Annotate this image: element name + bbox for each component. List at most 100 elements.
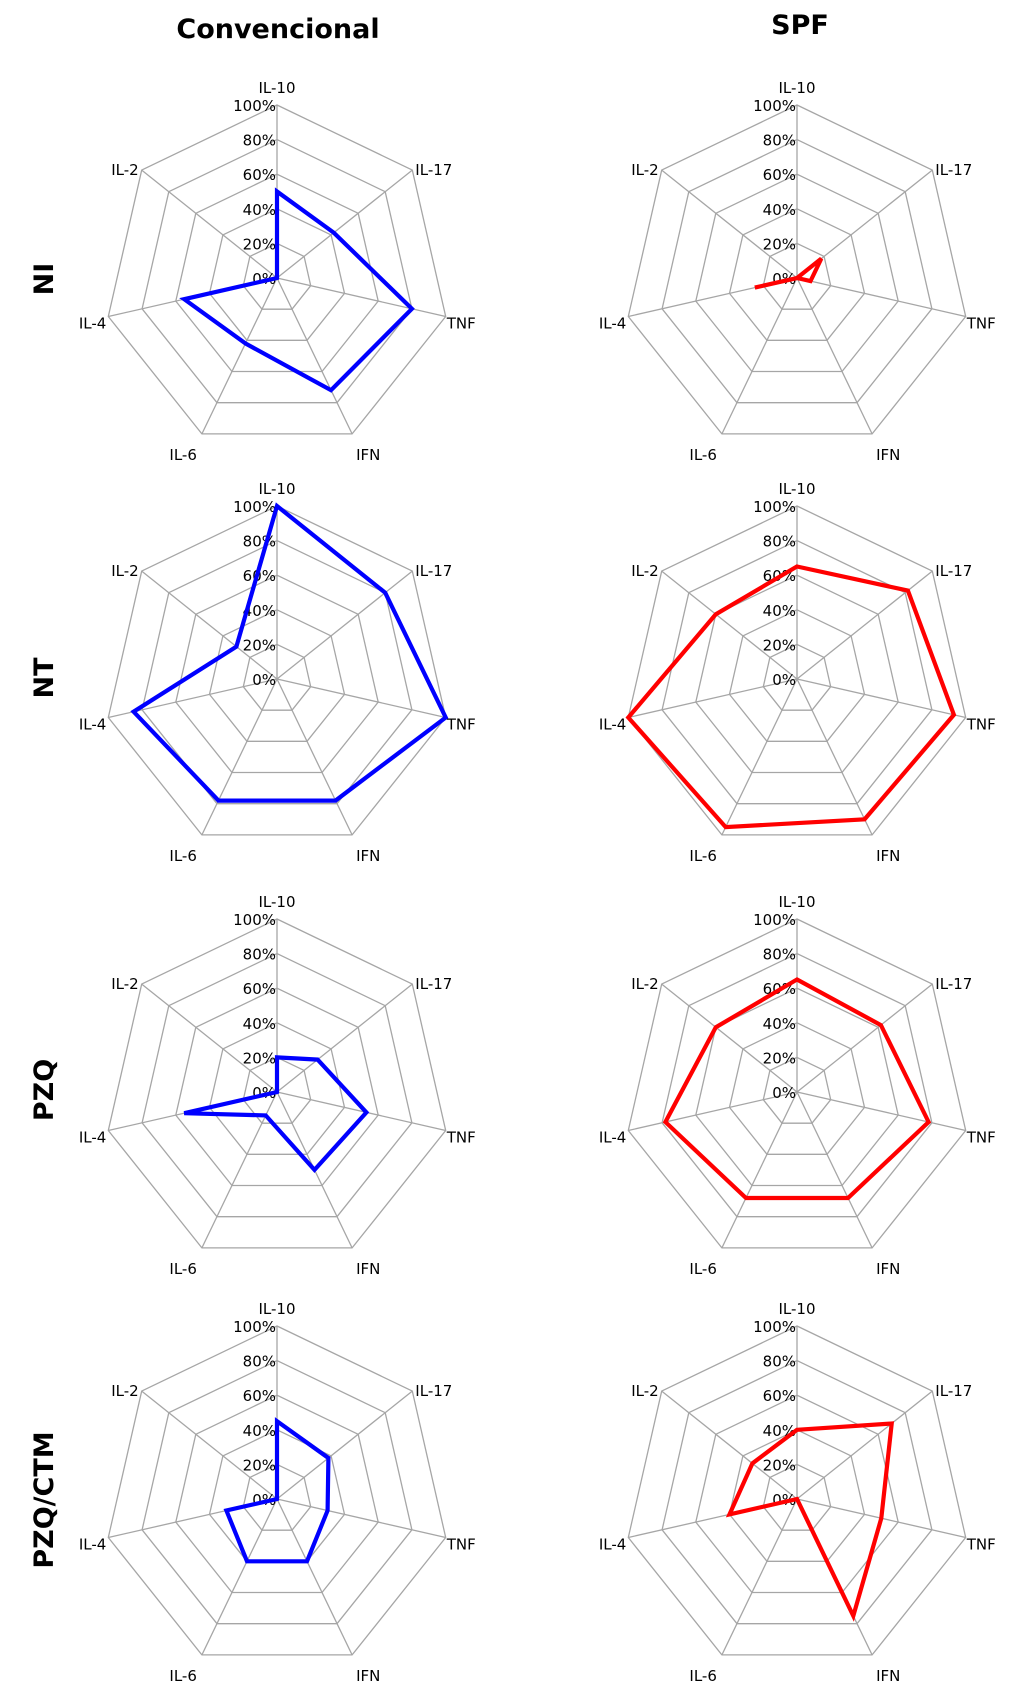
radial-tick-label: 80% <box>243 1353 276 1371</box>
axis-label-il-6: IL-6 <box>689 446 716 464</box>
radial-tick-label: 100% <box>753 498 796 516</box>
radial-tick-label: 60% <box>763 166 796 184</box>
axis-spoke <box>141 1390 278 1500</box>
grid-ring <box>695 173 899 373</box>
row-label-pzq-ctm: PZQ/CTM <box>29 1431 60 1568</box>
grid-ring <box>107 1325 447 1656</box>
axis-label-ifn: IFN <box>876 1260 900 1278</box>
axis-spoke <box>276 678 446 719</box>
radial-tick-label: 20% <box>243 1049 276 1067</box>
radial-tick-label: 100% <box>233 498 276 516</box>
grid-ring <box>141 952 413 1218</box>
axis-label-tnf: TNF <box>966 1536 996 1554</box>
axis-spoke <box>141 570 278 680</box>
grid-ring <box>762 643 832 711</box>
axis-spoke <box>796 1091 873 1249</box>
grid-ring <box>208 609 346 742</box>
radial-tick-label: 60% <box>243 980 276 998</box>
radial-tick-label: 80% <box>763 946 796 964</box>
radial-tick-label: 40% <box>763 602 796 620</box>
grid-ring <box>728 208 866 341</box>
axis-spoke <box>201 1498 278 1656</box>
grid-ring <box>627 505 967 836</box>
radial-tick-label: 20% <box>763 235 796 253</box>
axis-label-il-6: IL-6 <box>689 847 716 865</box>
radial-tick-label: 40% <box>243 602 276 620</box>
column-title-spf: SPF <box>771 10 829 41</box>
axis-label-il-10: IL-10 <box>258 1300 295 1318</box>
row-label-ni: NI <box>29 263 60 296</box>
axis-label-ifn: IFN <box>356 446 380 464</box>
axis-spoke <box>276 1390 413 1500</box>
radial-tick-label: 80% <box>763 132 796 150</box>
grid-ring <box>175 1394 379 1594</box>
grid-ring <box>107 505 447 836</box>
axis-label-il-6: IL-6 <box>169 1260 196 1278</box>
radial-tick-label: 0% <box>772 1084 796 1102</box>
radial-tick-label: 0% <box>252 671 276 689</box>
axis-label-il-6: IL-6 <box>169 847 196 865</box>
radar-panel-pzq-ctm-spf: 0%20%40%60%80%100%IL-10IL-17TNFIFNIL-6IL… <box>599 1300 996 1685</box>
axis-spoke <box>661 169 798 279</box>
axis-label-il-17: IL-17 <box>935 562 972 580</box>
grid-ring <box>242 643 312 711</box>
grid-ring <box>175 574 379 774</box>
axis-spoke <box>721 1091 798 1249</box>
axis-spoke <box>201 678 278 836</box>
axis-label-il-17: IL-17 <box>935 1382 972 1400</box>
radar-panel-ni-spf: 0%20%40%60%80%100%IL-10IL-17TNFIFNIL-6IL… <box>599 79 996 464</box>
radial-tick-label: 20% <box>243 235 276 253</box>
axis-spoke <box>276 1498 353 1656</box>
radar-panel-pzq-convencional: 0%20%40%60%80%100%IL-10IL-17TNFIFNIL-6IL… <box>79 893 476 1278</box>
axis-spoke <box>201 277 278 435</box>
grid-ring <box>242 1463 312 1531</box>
series-line-pzq-ctm-convencional <box>223 1417 331 1564</box>
grid-ring <box>695 574 899 774</box>
axis-label-tnf: TNF <box>446 1129 476 1147</box>
radial-tick-label: 20% <box>763 1456 796 1474</box>
axis-spoke <box>661 1390 798 1500</box>
radial-tick-label: 80% <box>243 132 276 150</box>
axis-label-il-4: IL-4 <box>79 716 106 734</box>
grid-ring <box>107 918 447 1249</box>
axis-label-il-6: IL-6 <box>689 1667 716 1685</box>
axis-spoke <box>628 678 798 719</box>
axis-label-il-2: IL-2 <box>631 161 658 179</box>
axis-spoke <box>276 678 353 836</box>
radial-tick-label: 40% <box>763 1015 796 1033</box>
grid-ring <box>762 242 832 310</box>
grid-ring <box>141 1359 413 1625</box>
grid-ring <box>728 609 866 742</box>
axis-label-il-4: IL-4 <box>79 1536 106 1554</box>
grid-ring <box>762 1056 832 1124</box>
grid-ring <box>627 1325 967 1656</box>
radial-tick-label: 20% <box>763 636 796 654</box>
axis-label-tnf: TNF <box>966 716 996 734</box>
axis-label-ifn: IFN <box>876 446 900 464</box>
axis-label-tnf: TNF <box>446 1536 476 1554</box>
radial-tick-label: 100% <box>233 97 276 115</box>
axis-spoke <box>276 277 353 435</box>
grid-ring <box>175 173 379 373</box>
axis-spoke <box>796 678 966 719</box>
radial-tick-label: 40% <box>763 1422 796 1440</box>
grid-ring <box>208 1022 346 1155</box>
radial-tick-label: 20% <box>243 636 276 654</box>
axis-label-il-10: IL-10 <box>778 79 815 97</box>
grid-ring <box>661 1359 933 1625</box>
axis-spoke <box>796 570 933 680</box>
axis-label-ifn: IFN <box>356 847 380 865</box>
radar-panels: 0% 20% 40% 60% 80% 100% IL-10 IL-17 TNF IFN IL-6 IL… <box>79 79 996 1685</box>
axis-spoke <box>796 678 873 836</box>
radial-tick-label: 60% <box>763 1387 796 1405</box>
radial-tick-label: 100% <box>753 1318 796 1336</box>
grid-ring <box>175 987 379 1187</box>
axis-spoke <box>276 1091 446 1132</box>
series-line-nt-spf <box>625 564 957 830</box>
axis-spoke <box>661 983 798 1093</box>
axis-spoke <box>721 678 798 836</box>
axis-label-ifn: IFN <box>356 1667 380 1685</box>
radial-tick-label: 80% <box>243 946 276 964</box>
axis-spoke <box>796 983 933 1093</box>
axis-label-il-4: IL-4 <box>79 315 106 333</box>
